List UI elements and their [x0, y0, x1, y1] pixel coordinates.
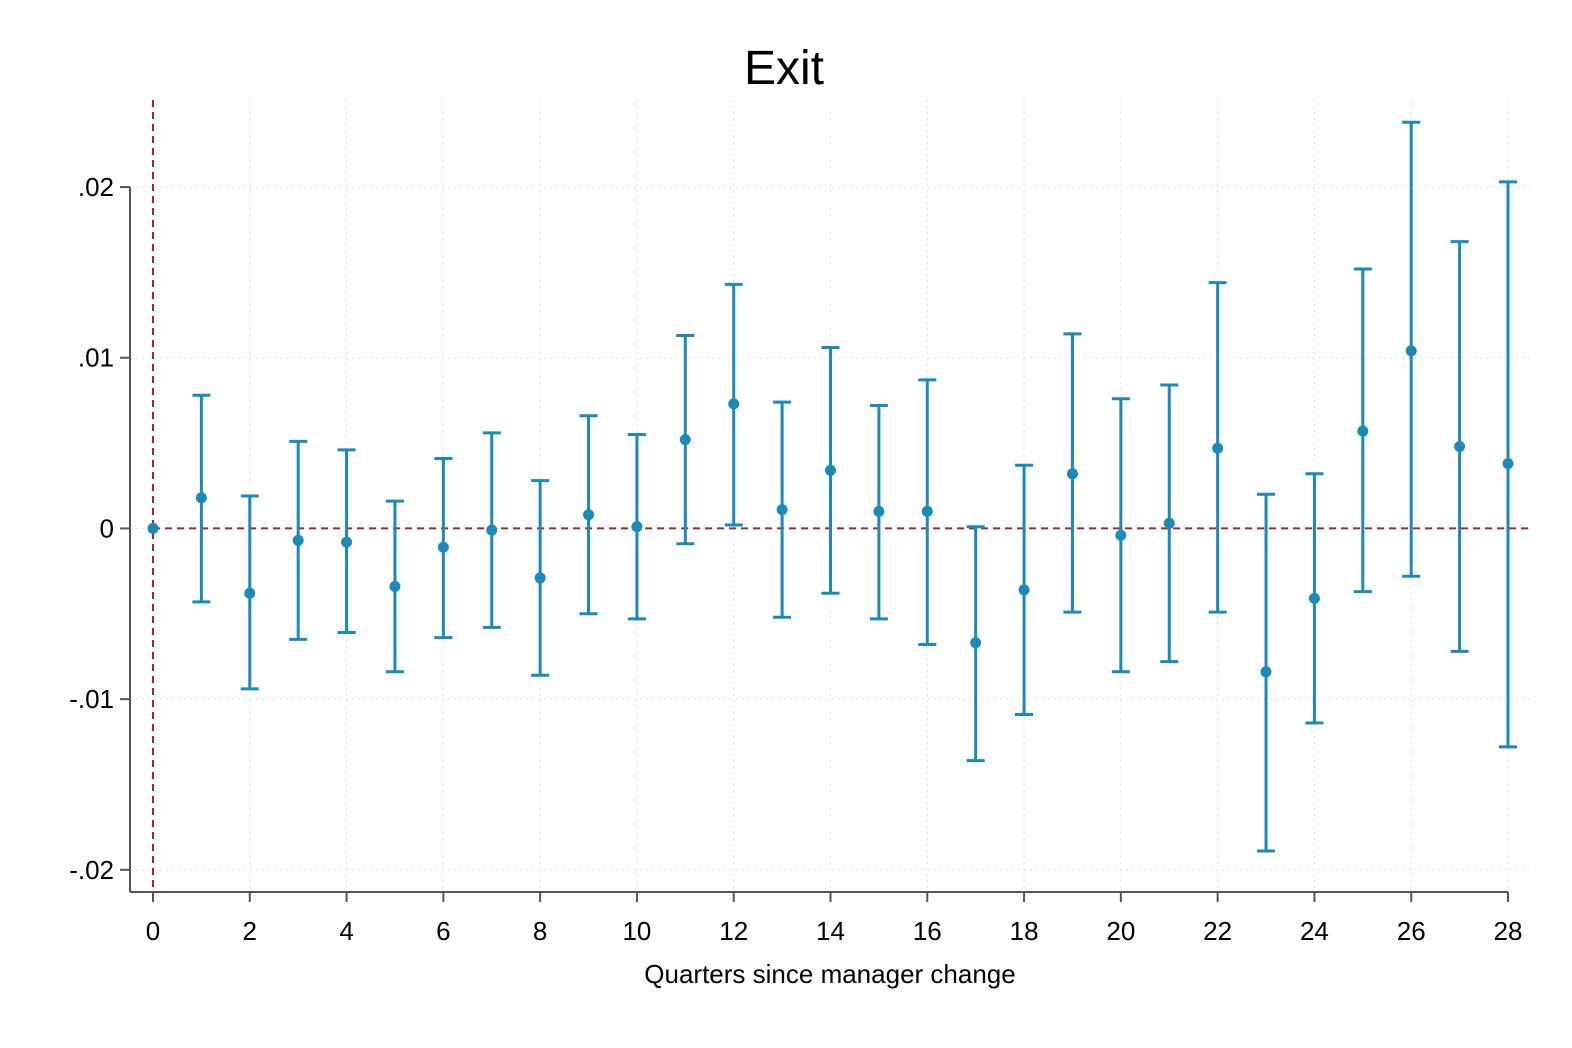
point-25: [1357, 425, 1369, 437]
point-15: [873, 505, 885, 517]
x-tick-label-4: 8: [533, 916, 547, 946]
point-0: [147, 522, 159, 534]
x-tick-label-10: 20: [1106, 916, 1135, 946]
point-3: [292, 534, 304, 546]
axes: .02.010-.01-.020 2 4 6 8 10 12 14 16 18 20 22 24 26 28: [69, 172, 1522, 946]
point-18: [1018, 584, 1030, 596]
point-10: [631, 521, 643, 533]
y-tick-label-4: -.02: [69, 855, 114, 885]
point-13: [776, 504, 788, 516]
point-5: [389, 580, 401, 592]
point-28: [1502, 458, 1514, 470]
x-tick-label-7: 14: [816, 916, 845, 946]
x-tick-label-5: 10: [622, 916, 651, 946]
reference-lines: [152, 100, 1530, 892]
y-tick-label-2: 0: [100, 513, 114, 543]
x-tick-label-11: 22: [1203, 916, 1232, 946]
point-19: [1066, 468, 1078, 480]
point-24: [1308, 592, 1320, 604]
x-tick-label-13: 26: [1397, 916, 1426, 946]
x-tick-label-2: 4: [339, 916, 353, 946]
point-22: [1212, 442, 1224, 454]
point-16: [921, 505, 933, 517]
point-26: [1405, 345, 1417, 357]
x-tick-label-8: 16: [913, 916, 942, 946]
point-7: [486, 524, 498, 536]
x-tick-label-1: 2: [243, 916, 257, 946]
point-27: [1454, 441, 1466, 452]
y-tick-label-0: .02: [78, 172, 114, 202]
point-1: [195, 492, 207, 504]
point-4: [341, 536, 353, 548]
x-tick-label-14: 28: [1494, 916, 1523, 946]
x-tick-label-6: 12: [719, 916, 748, 946]
point-2: [244, 587, 256, 599]
x-tick-label-0: 0: [146, 916, 160, 946]
x-tick-label-3: 6: [436, 916, 450, 946]
point-17: [970, 637, 982, 649]
point-6: [437, 541, 449, 553]
x-tick-label-9: 18: [1010, 916, 1039, 946]
x-tick-label-12: 24: [1300, 916, 1329, 946]
point-8: [534, 572, 546, 584]
point-23: [1260, 666, 1272, 678]
point-9: [583, 509, 595, 521]
point-14: [825, 464, 836, 476]
y-tick-label-3: -.01: [69, 684, 114, 714]
point-21: [1163, 517, 1175, 529]
y-tick-label-1: .01: [78, 343, 114, 373]
point-20: [1115, 529, 1127, 541]
series: [147, 120, 1517, 853]
point-11: [679, 434, 691, 446]
x-axis-title: Quarters since manager change: [644, 959, 1015, 989]
point-12: [728, 398, 740, 410]
chart-title: Exit: [744, 42, 824, 95]
